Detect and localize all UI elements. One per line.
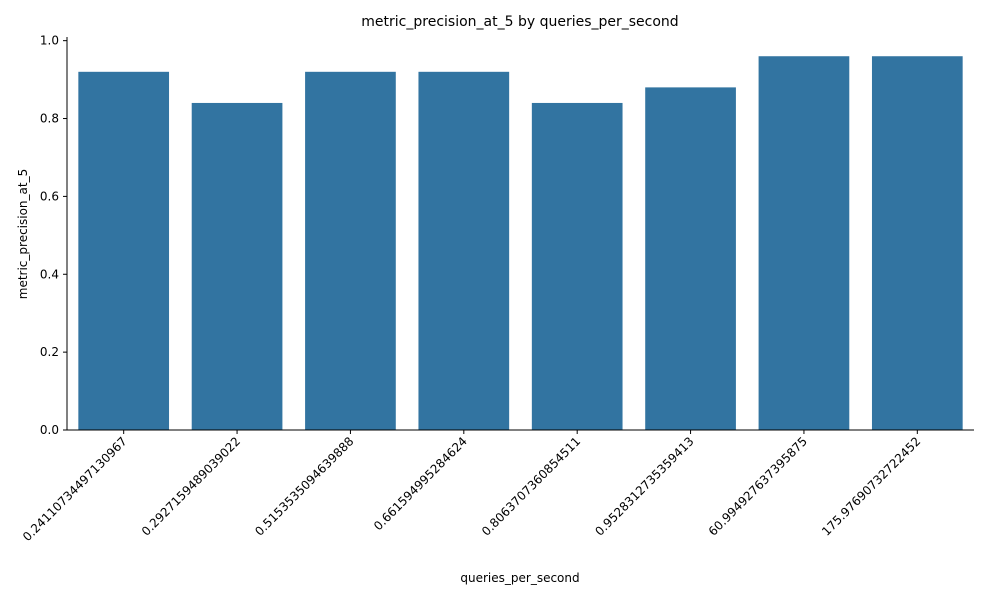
bar-6 — [758, 56, 850, 430]
x-axis-label: queries_per_second — [460, 571, 579, 585]
bar-7 — [871, 56, 963, 430]
bar-5 — [645, 87, 736, 430]
y-tick-label-3: 0.6 — [40, 189, 59, 203]
x-tick-label-3: 0.661594995284624 — [371, 434, 470, 533]
x-tick-label-6: 60.994927637395875 — [706, 434, 810, 538]
bars-layer — [78, 56, 963, 430]
x-tick-label-5: 0.9528312735359413 — [592, 434, 696, 538]
y-tick-label-4: 0.8 — [40, 112, 59, 126]
x-axis: 0.24110734497130967 0.2927159489039022 0.5… — [20, 429, 974, 544]
bar-4 — [531, 102, 623, 430]
y-tick-label-0: 0.0 — [40, 423, 59, 437]
x-tick-label-7: 175.97690732722452 — [819, 434, 923, 538]
bar-2 — [305, 71, 396, 430]
y-axis-label: metric_precision_at_5 — [16, 169, 30, 299]
y-tick-label-1: 0.2 — [40, 345, 59, 359]
y-axis: 0.0 0.2 0.4 0.6 0.8 1.0 — [40, 34, 68, 437]
y-tick-label-5: 1.0 — [40, 34, 59, 48]
y-tick-label-2: 0.4 — [40, 267, 59, 281]
x-tick-label-2: 0.5153535094639888 — [252, 434, 356, 538]
x-tick-label-4: 0.8063707360854511 — [479, 434, 583, 538]
x-tick-label-1: 0.2927159489039022 — [139, 434, 243, 538]
bar-1 — [191, 102, 283, 430]
chart-title: metric_precision_at_5 by queries_per_sec… — [361, 14, 678, 30]
bar-3 — [418, 71, 510, 430]
x-tick-label-0: 0.24110734497130967 — [20, 434, 130, 544]
bar-0 — [78, 71, 170, 430]
